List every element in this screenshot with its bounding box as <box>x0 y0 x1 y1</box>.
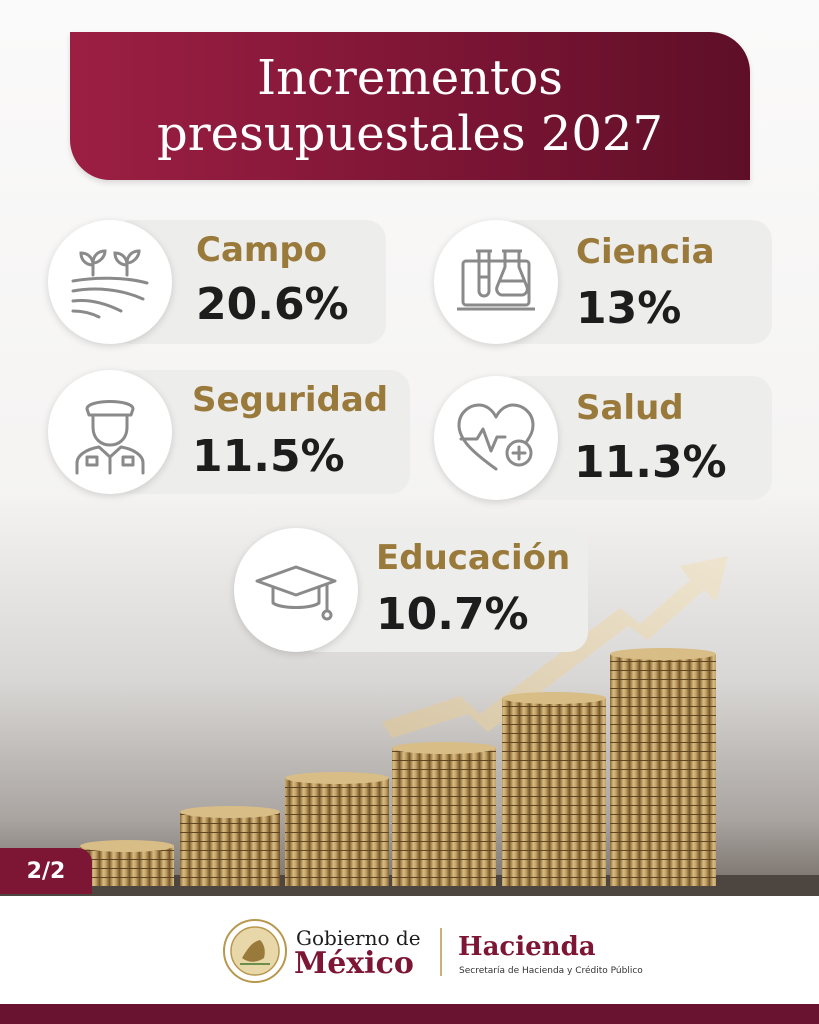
title-banner: Incrementos presupuestales 2027 <box>70 32 750 180</box>
gobierno-line2: México <box>294 946 414 981</box>
value-educacion: 10.7% <box>376 589 529 640</box>
icon-circle-campo <box>48 220 172 344</box>
footer-bar <box>0 1004 819 1024</box>
label-salud: Salud <box>576 388 684 428</box>
graduation-cap-icon <box>255 565 337 621</box>
icon-circle-salud <box>434 376 558 500</box>
label-seguridad: Seguridad <box>192 380 389 420</box>
national-seal-icon <box>223 919 287 983</box>
heart-health-icon <box>457 403 535 471</box>
laboratory-icon <box>457 249 535 311</box>
police-officer-icon <box>75 400 145 475</box>
footer-divider <box>440 928 442 976</box>
value-seguridad: 11.5% <box>192 431 345 482</box>
page-indicator: 2/2 <box>0 848 92 894</box>
page-title: Incrementos presupuestales 2027 <box>156 50 663 162</box>
label-campo: Campo <box>196 230 328 270</box>
farm-field-icon <box>71 249 149 319</box>
gobierno-line1: Gobierno de <box>296 926 421 950</box>
icon-circle-educacion <box>234 528 358 652</box>
icon-circle-seguridad <box>48 370 172 494</box>
label-ciencia: Ciencia <box>576 232 715 272</box>
label-educacion: Educación <box>376 538 571 578</box>
value-ciencia: 13% <box>576 283 682 334</box>
hacienda-title: Hacienda <box>458 932 596 962</box>
hacienda-subtitle: Secretaría de Hacienda y Crédito Público <box>459 966 643 976</box>
value-campo: 20.6% <box>196 279 349 330</box>
coin-stacks-illustration <box>0 556 819 900</box>
footer <box>0 896 819 1004</box>
icon-circle-ciencia <box>434 220 558 344</box>
value-salud: 11.3% <box>574 437 727 488</box>
